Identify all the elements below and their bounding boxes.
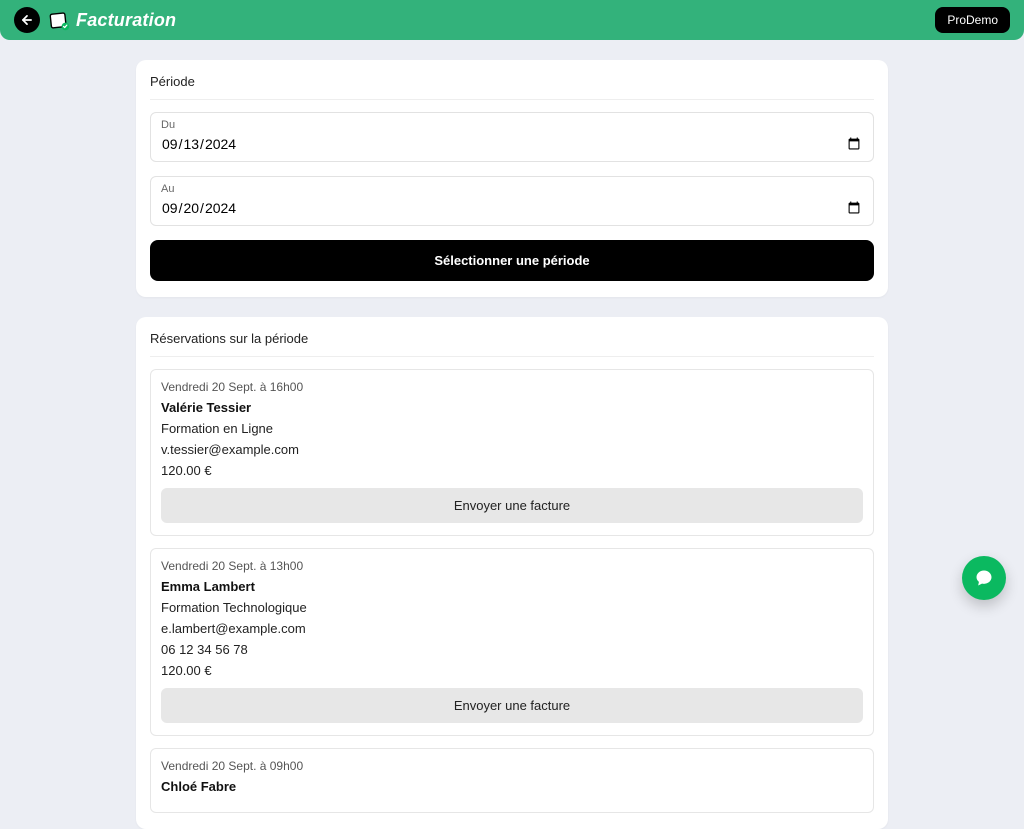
- reservation-email: v.tessier@example.com: [161, 442, 863, 457]
- reservation-service: Formation Technologique: [161, 600, 863, 615]
- reservation-date: Vendredi 20 Sept. à 16h00: [161, 380, 863, 394]
- calendar-icon: [48, 9, 70, 31]
- reservation-name: Chloé Fabre: [161, 779, 863, 794]
- date-from-wrap: Du: [150, 112, 874, 162]
- reservation-email: e.lambert@example.com: [161, 621, 863, 636]
- reservation-item: Vendredi 20 Sept. à 09h00 Chloé Fabre: [150, 748, 874, 813]
- reservations-card-title: Réservations sur la période: [150, 331, 874, 357]
- reservation-item: Vendredi 20 Sept. à 16h00 Valérie Tessier…: [150, 369, 874, 536]
- back-button[interactable]: [14, 7, 40, 33]
- reservation-date: Vendredi 20 Sept. à 09h00: [161, 759, 863, 773]
- date-to-label: Au: [161, 183, 863, 195]
- send-invoice-button[interactable]: Envoyer une facture: [161, 488, 863, 523]
- send-invoice-button[interactable]: Envoyer une facture: [161, 688, 863, 723]
- date-from-label: Du: [161, 119, 863, 131]
- reservations-card: Réservations sur la période Vendredi 20 …: [136, 317, 888, 829]
- date-to-input[interactable]: [161, 199, 863, 217]
- reservation-name: Emma Lambert: [161, 579, 863, 594]
- period-card: Période Du Au Sélectionner une période: [136, 60, 888, 297]
- page-title: Facturation: [76, 10, 176, 31]
- reservation-date: Vendredi 20 Sept. à 13h00: [161, 559, 863, 573]
- reservation-price: 120.00 €: [161, 463, 863, 478]
- pro-badge[interactable]: ProDemo: [935, 7, 1010, 33]
- reservation-phone: 06 12 34 56 78: [161, 642, 863, 657]
- reservation-price: 120.00 €: [161, 663, 863, 678]
- app-logo: Facturation: [48, 9, 176, 31]
- chat-button[interactable]: [962, 556, 1006, 600]
- date-from-input[interactable]: [161, 135, 863, 153]
- reservation-item: Vendredi 20 Sept. à 13h00 Emma Lambert For…: [150, 548, 874, 736]
- chat-icon: [974, 568, 994, 588]
- reservation-name: Valérie Tessier: [161, 400, 863, 415]
- reservation-service: Formation en Ligne: [161, 421, 863, 436]
- select-period-button[interactable]: Sélectionner une période: [150, 240, 874, 281]
- app-header: Facturation ProDemo: [0, 0, 1024, 40]
- arrow-left-icon: [20, 13, 34, 27]
- date-to-wrap: Au: [150, 176, 874, 226]
- period-card-title: Période: [150, 74, 874, 100]
